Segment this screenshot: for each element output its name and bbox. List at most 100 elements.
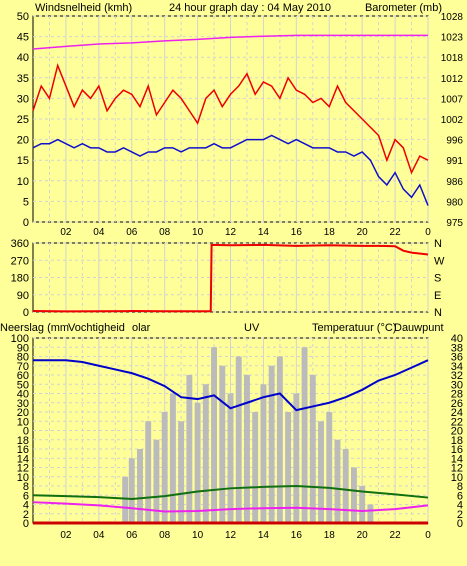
y-tick-label-wind: 10 [17, 176, 29, 188]
y-tick-label-humidity-rain: 0 [23, 426, 29, 438]
y-tick-label-temperature: 8 [457, 481, 463, 493]
y-tick-label-temperature: 4 [457, 500, 463, 512]
solar-bar [359, 486, 366, 523]
x-tick-label-top: 12 [225, 227, 237, 238]
y-tick-label-temperature: 20 [451, 426, 463, 438]
x-tick-label-bottom: 0 [425, 530, 431, 541]
y-tick-label-wind: 15 [17, 155, 29, 167]
x-tick-label-top: 08 [159, 227, 171, 238]
x-tick-label-bottom: 14 [258, 530, 270, 541]
y-tick-label-humidity-rain: 16 [17, 444, 29, 456]
y-tick-label-barometer: 975 [446, 218, 463, 229]
y-tick-label-compass: N [434, 238, 442, 250]
y-tick-label-direction: 270 [11, 255, 29, 267]
y-tick-label-temperature: 18 [451, 435, 463, 447]
solar-bar [260, 384, 267, 523]
y-tick-label-temperature: 30 [451, 379, 463, 391]
x-tick-label-bottom: 08 [159, 530, 171, 541]
x-tick-label-top: 16 [291, 227, 303, 238]
y-tick-label-direction: 90 [17, 290, 29, 302]
y-tick-label-temperature: 32 [451, 370, 463, 382]
x-tick-label-bottom: 22 [390, 530, 402, 541]
humidity-axis-title: Vochtigheid [68, 322, 125, 334]
y-tick-label-humidity-rain: 60 [17, 370, 29, 382]
y-tick-label-temperature: 24 [451, 407, 463, 419]
y-tick-label-humidity-rain: 8 [23, 481, 29, 493]
wind-axis-title: Windsnelheid (kmh) [35, 2, 132, 14]
y-tick-label-humidity-rain: 70 [17, 361, 29, 373]
y-tick-label-humidity-rain: 6 [23, 490, 29, 502]
humidity-line [33, 359, 429, 412]
y-tick-label-wind: 20 [17, 135, 29, 147]
dewpoint-axis-title: Dauwpunt [394, 322, 444, 334]
y-tick-label-barometer: 980 [446, 197, 463, 208]
y-tick-label-humidity-rain: 14 [17, 453, 29, 465]
solar-bar [326, 412, 333, 523]
uv-axis-title: UV [244, 322, 260, 334]
x-tick-label-bottom: 02 [60, 530, 72, 541]
y-tick-label-temperature: 10 [451, 472, 463, 484]
y-tick-label-barometer: 1007 [441, 94, 464, 105]
y-tick-label-humidity-rain: 30 [17, 398, 29, 410]
y-tick-label-temperature: 16 [451, 444, 463, 456]
solar-bar [350, 467, 357, 523]
y-tick-label-barometer: 1002 [441, 115, 464, 126]
temperature-axis-title: Temperatuur (°C) [312, 322, 396, 334]
x-tick-label-bottom: 16 [291, 530, 303, 541]
solar-bar [137, 449, 143, 523]
y-tick-label-wind: 40 [17, 52, 29, 64]
y-tick-label-wind: 0 [23, 217, 29, 229]
x-tick-label-top: 10 [192, 227, 204, 238]
solar-bar [128, 458, 135, 523]
solar-bar [169, 393, 176, 523]
solar-bar [342, 449, 349, 523]
x-tick-label-bottom: 06 [126, 530, 138, 541]
y-tick-label-compass: W [434, 255, 445, 267]
y-tick-label-barometer: 986 [446, 177, 463, 188]
y-tick-label-barometer: 1023 [441, 33, 464, 44]
series-layer [32, 34, 429, 525]
y-tick-label-temperature: 0 [457, 518, 463, 530]
y-tick-label-temperature: 26 [451, 398, 463, 410]
solar-bar [301, 347, 308, 523]
solar-bar [318, 421, 324, 523]
y-tick-label-barometer: 1028 [441, 12, 464, 23]
x-tick-label-top: 04 [93, 227, 105, 238]
y-tick-label-humidity-rain: 2 [23, 509, 29, 521]
x-tick-label-top: 18 [324, 227, 336, 238]
y-tick-label-wind: 5 [23, 196, 29, 208]
solar-bar [334, 439, 341, 523]
solar-bar [235, 356, 242, 523]
y-tick-label-temperature: 40 [451, 333, 463, 345]
solar-bar [153, 439, 160, 523]
x-tick-label-bottom: 10 [192, 530, 204, 541]
y-tick-label-temperature: 2 [457, 509, 463, 521]
solar-bar [252, 412, 259, 523]
x-tick-label-top: 0 [425, 227, 431, 238]
y-tick-label-humidity-rain: 50 [17, 379, 29, 391]
x-tick-label-top: 14 [258, 227, 270, 238]
wind_avg-line [32, 134, 429, 206]
solar-axis-title: olar [132, 322, 151, 334]
solar-bar [178, 421, 185, 523]
y-tick-label-humidity-rain: 18 [17, 435, 29, 447]
y-tick-label-wind: 45 [17, 32, 29, 44]
solar-bar [202, 384, 209, 523]
wind_gust-line [32, 63, 429, 175]
y-tick-label-humidity-rain: 80 [17, 352, 29, 364]
y-tick-label-temperature: 38 [451, 342, 463, 354]
solar-bar [285, 412, 292, 523]
direction-line [32, 243, 429, 313]
y-tick-label-temperature: 6 [457, 490, 463, 502]
y-tick-label-temperature: 34 [451, 361, 463, 373]
y-tick-label-direction: 180 [11, 273, 29, 285]
y-tick-label-direction: 360 [11, 238, 29, 250]
temperature-line [32, 484, 429, 500]
y-tick-label-temperature: 28 [451, 389, 463, 401]
x-tick-label-top: 20 [357, 227, 369, 238]
solar-bar [219, 365, 226, 523]
x-tick-label-bottom: 04 [93, 530, 105, 541]
x-tick-label-top: 02 [60, 227, 72, 238]
y-tick-label-wind: 35 [17, 73, 29, 85]
